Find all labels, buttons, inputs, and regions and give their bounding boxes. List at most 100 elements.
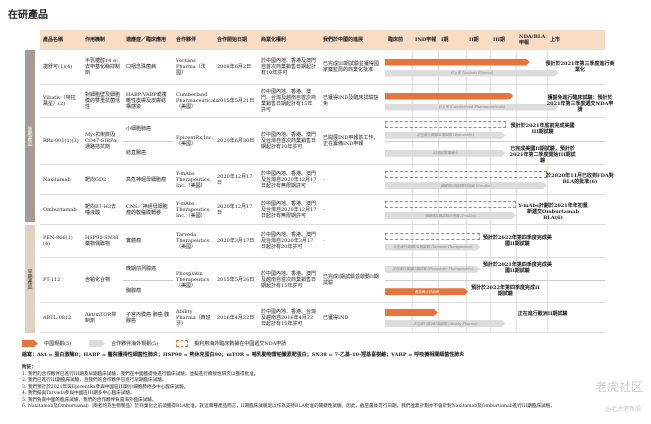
- phase-gridline: [547, 165, 548, 194]
- phase-gridline: [516, 141, 517, 164]
- pipeline-progress: 正在進行美國II期試驗 (Phosplatin Therapeutics) 預計於…: [385, 258, 605, 302]
- phase-gridline: [547, 303, 548, 332]
- phase-gridline: [547, 50, 548, 84]
- start-date: 2016年4月22日: [217, 314, 255, 321]
- milestone-note: 正在進行歐洲II期試驗: [517, 311, 568, 317]
- indications: 晚期前列腺癌 胸腺瘤: [123, 258, 173, 302]
- header-cell: 我們於中國的進展: [323, 37, 364, 43]
- header-cell: 產品名稱: [43, 37, 64, 43]
- abbreviations: 縮寫：Akt = 蛋白激酶B；HABP = 醫院獲得性細菌性肺炎；HSP90 =…: [22, 352, 465, 358]
- indications: 實體瘤: [123, 225, 173, 257]
- page-title: 在研產品: [8, 10, 48, 21]
- commercial-rights: 於中國內地、香港及澳門自首次商業銷售日期起計有10年許可: [261, 58, 317, 76]
- grey-progress-bar: III期試驗籌備中: [385, 150, 506, 157]
- partner: Vectans Pharma（法國）: [176, 58, 206, 76]
- header-cell: IND申報: [415, 37, 437, 43]
- phase-gridline: [547, 85, 548, 117]
- phase-gridline: [490, 280, 491, 302]
- watermark: 老虎社区: [594, 380, 643, 394]
- table-row: PEN-866(1)(4) HSP90-SN38藥物偶聯物 實體瘤 Tarveda T…: [40, 225, 605, 258]
- orange-progress-bar: [385, 59, 530, 66]
- header-cell: 適應症／臨床應用: [126, 37, 167, 43]
- commercial-rights: 於中國內地、香港、台灣及越南自2016年4月22日起計有15年許可: [261, 308, 317, 327]
- mechanism: 靶向GD2: [85, 176, 107, 183]
- table-row: 諾舒可(1)(4) 半乳糖醇14 α-去甲基化酶抑制劑 口咽念珠菌病 Vectans …: [40, 50, 614, 85]
- pipeline-lane: 正在進行美國III期試驗 (EpicentRx) 預計於2021年底前完成美國II…: [385, 118, 605, 142]
- start-date: 2015年5月26日: [217, 277, 255, 283]
- milestone-note: 預計於2021年第三季度進行商業化: [545, 60, 615, 73]
- indications: HABP/VABP或複雜性皮膚及皮膚結構感染: [123, 85, 173, 117]
- pipeline-progress: 已上市 (Cumberland Pharmaceuticals) 獲豁免進行臨床試…: [385, 85, 613, 117]
- header-cell: III期: [493, 37, 506, 43]
- orange-progress-bar: 首次病人已給藥: [385, 288, 468, 295]
- legend-label: 合作夥伴海外規劃(5): [111, 341, 159, 347]
- start-date: 2020年3月17日: [217, 238, 255, 244]
- mechanism: 半乳糖醇14 α-去甲基化酶抑制劑: [85, 58, 121, 76]
- phase-gridline: [438, 225, 439, 257]
- mechanism: Akt/mTOR抑制劑: [85, 311, 117, 324]
- footnotes: 附註： 1. 我們的合作夥伴已進行III期及早期臨床試驗，我們在中國獲得免進行臨…: [22, 365, 632, 411]
- pipeline-lane: 正在進行歐洲II期試驗 (Ability Pharma) 正在進行歐洲II期試驗: [385, 303, 605, 332]
- indications: 口咽念珠菌病: [123, 50, 173, 84]
- pipeline-lane: 正在進行美國II期試驗 (Phosplatin Therapeutics) 預計於…: [385, 258, 605, 281]
- indication: HABP/VABP或複雜性皮膚及皮膚結構感染: [126, 92, 167, 110]
- note: 6. Naxitamab及Omburtamab（兩者均為生物製品）於商業化之前須…: [22, 404, 555, 409]
- phase-gridline: [490, 225, 491, 257]
- table-row: PT-112 含鉑化合物 晚期前列腺癌 胸腺瘤 Phosplatin Therapeut…: [40, 258, 605, 303]
- phase-gridline: [412, 118, 413, 141]
- mechanism: 靶向B7-H3去唾液酸: [85, 203, 117, 216]
- table-row: RRx-001(1)(3) Myc抑制劑及CD47-SIRPα通路拮抗劑 小細胞肺癌…: [40, 118, 605, 165]
- phase-gridline: [516, 280, 517, 302]
- grey-progress-bar: 關鍵性II期試驗已完成 (Y-mAbs): [385, 182, 547, 189]
- phase-gridline: [547, 118, 548, 141]
- product-name: Naxitamab: [43, 176, 71, 183]
- phase-gridline: [490, 195, 491, 224]
- commercial-rights: 於中國內地、香港、澳門及台灣自2020年12月17日起計有無限期許可: [261, 170, 317, 189]
- indications: 高危神經母細胞瘤: [123, 165, 173, 194]
- milestone-note: 預計於2022年第四季度完成II期試驗: [471, 284, 540, 297]
- indication: 小細胞肺癌: [123, 118, 173, 142]
- china-status: 已獲得IND及臨床試驗豁免: [323, 95, 379, 107]
- phase-gridline: [516, 165, 517, 194]
- phase-gridline: [547, 195, 548, 224]
- note: 4. 我們擬與Tarveda參與中國區III期多中心臨床試驗。: [22, 391, 135, 396]
- china-status: -: [323, 206, 325, 213]
- indication: CNS／神經母細胞瘤的軟腦膜轉移: [126, 203, 168, 216]
- milestone-note: 於2020年11月已收到FDA對BLA的批准(6): [546, 173, 614, 185]
- table-row: Vibativ（特拉萬星）(2) 對細胞壁及細胞膜的雙重抗菌活性 HABP/VABP…: [40, 85, 613, 118]
- start-date: 2020年12月17日: [217, 203, 253, 216]
- mechanism: Myc抑制劑及CD47-SIRPα通路拮抗劑: [85, 132, 117, 150]
- start-date: 2008年6月2日: [217, 64, 252, 70]
- phase-gridline: [516, 225, 517, 257]
- group-early-stage: 早期產品: [25, 225, 35, 333]
- commercial-rights: 於中國內地、香港、澳門及台灣自2020年12月17日起計有無限期許可: [261, 200, 317, 219]
- china-status: -: [323, 176, 325, 183]
- phase-gridline: [516, 118, 517, 141]
- note: 3. 我們預計於2021年與EpicentRx參與中國區III期小細胞肺癌多中心…: [22, 384, 189, 390]
- grey-progress-bar: 關鍵性II期試驗已完成 (Y-mAbs): [385, 212, 516, 219]
- phase-gridline: [490, 50, 491, 84]
- phase-gridline: [516, 258, 517, 280]
- phase-gridline: [466, 195, 467, 224]
- notes-title: 附註：: [22, 365, 36, 370]
- dashed-progress-bar: [385, 120, 506, 128]
- legend-label: 擬利用海外臨床數據在中國遞交NDA申請: [194, 341, 287, 347]
- start-date: 2020年12月17日: [217, 173, 253, 186]
- phase-gridline: [412, 195, 413, 224]
- note: 2. 我們已進行III期臨床試驗，且我們的合作夥伴已進行早期臨床試驗。: [22, 378, 167, 383]
- legend: 中國規劃(5) 合作夥伴海外規劃(5) 擬利用海外臨床數據在中國遞交NDA申請: [22, 340, 286, 347]
- start-date: 2015年5月21日: [217, 98, 255, 104]
- pipeline-progress: 關鍵性II期試驗已完成 (Y-mAbs) 於2020年11月已收到FDA對BLA的…: [385, 165, 614, 194]
- pipeline-progress: 正在進行歐洲II期試驗 (Ability Pharma) 正在進行歐洲II期試驗: [385, 303, 605, 332]
- note: 5. 我們負責中國的臨床試驗，我們的合作夥伴負責海外臨床試驗。: [22, 397, 157, 403]
- china-status: 已完成I期試驗並啟動II期試驗: [323, 274, 379, 286]
- pipeline-lane: 關鍵性II期試驗已完成 (Y-mAbs) 於2020年11月已收到FDA對BLA的…: [385, 165, 614, 194]
- indication: 子宮內膜癌 肺癌 胰腺癌: [126, 311, 170, 324]
- indications: 小細胞肺癌 結直腸癌: [123, 118, 173, 164]
- phase-gridline: [490, 118, 491, 141]
- phase-gridline: [547, 141, 548, 164]
- phase-gridline: [490, 85, 491, 117]
- header-cell: 合作開始日期: [217, 37, 248, 43]
- phase-gridline: [516, 303, 517, 332]
- phase-gridline: [466, 85, 467, 117]
